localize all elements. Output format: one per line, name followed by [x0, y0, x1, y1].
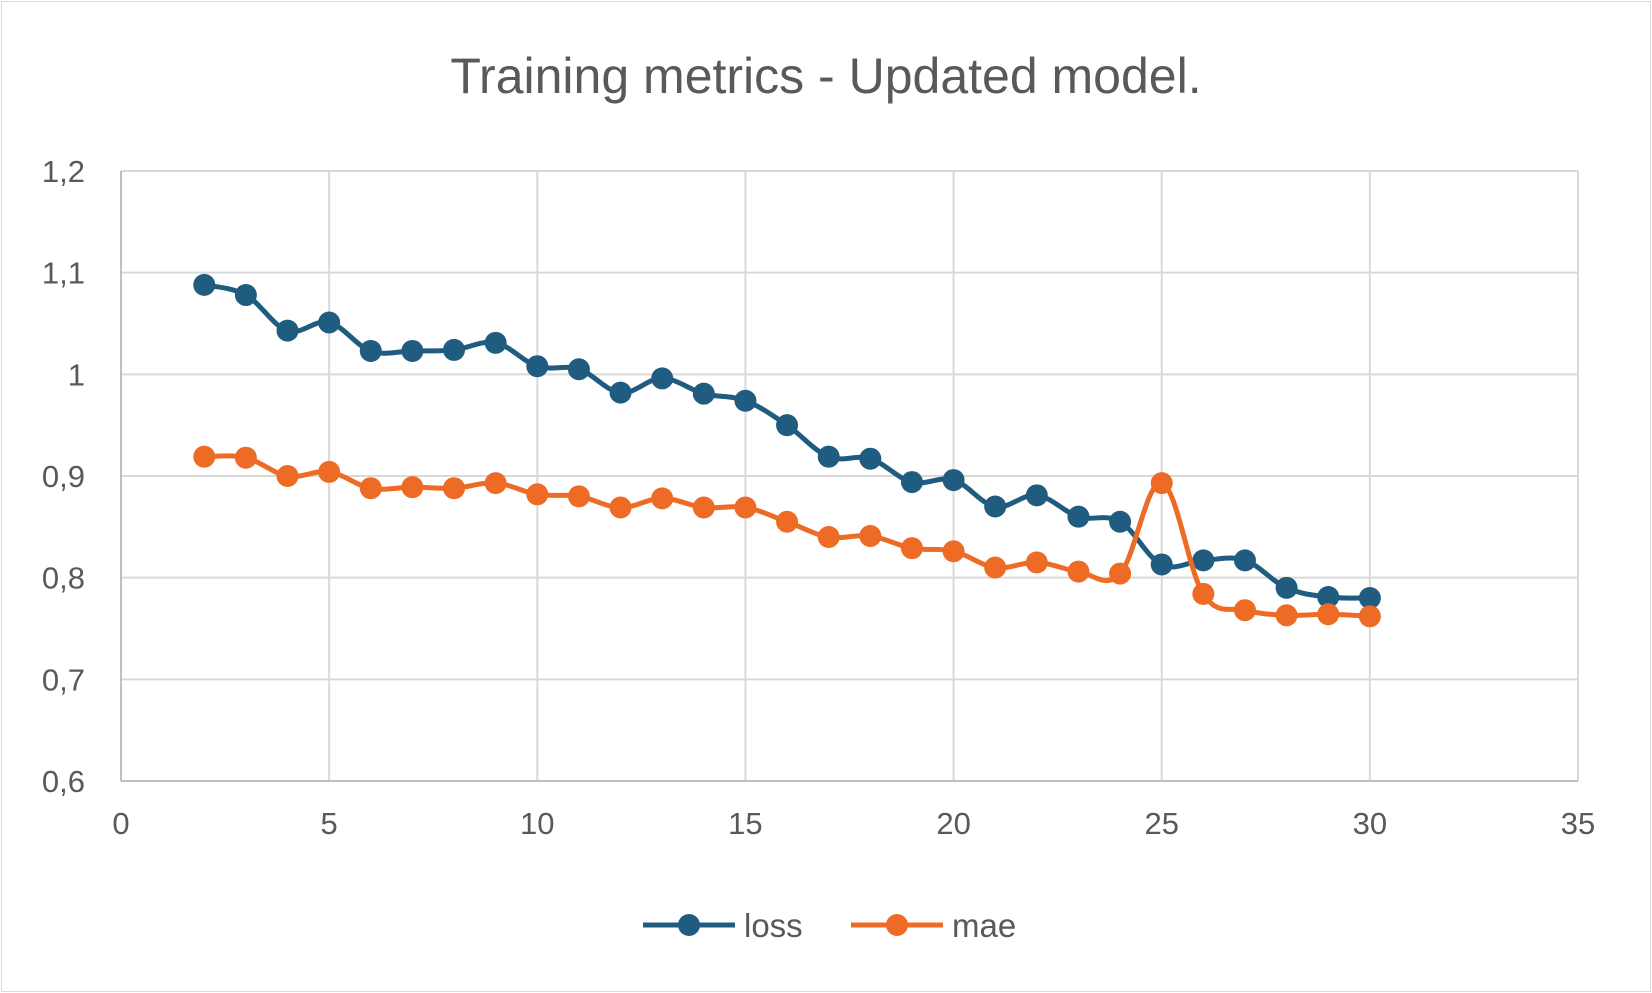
- data-point-mae: [193, 445, 216, 468]
- data-point-mae: [942, 540, 965, 563]
- data-point-loss: [1192, 549, 1215, 572]
- series-layer: [193, 273, 1381, 628]
- data-point-mae: [526, 483, 549, 506]
- data-point-loss: [1233, 549, 1256, 572]
- data-point-loss: [776, 414, 799, 437]
- x-tick-label: 0: [112, 806, 129, 841]
- data-point-mae: [900, 537, 923, 560]
- axes: [120, 171, 1578, 782]
- data-point-loss: [1358, 587, 1381, 609]
- x-tick-label: 30: [1353, 806, 1387, 841]
- data-point-loss: [567, 358, 590, 381]
- y-tick-label: 0,7: [42, 662, 85, 697]
- data-point-loss: [1150, 553, 1173, 576]
- x-tick-label: 10: [520, 806, 554, 841]
- data-point-mae: [734, 496, 757, 519]
- data-point-mae: [318, 460, 341, 483]
- data-point-loss: [443, 338, 466, 361]
- data-point-loss: [1317, 585, 1340, 608]
- data-point-mae: [234, 446, 257, 469]
- y-axis-tick-labels: 0,6 0,7 0,8 0,9 1 1,1 1,2: [42, 154, 85, 799]
- data-point-mae: [817, 526, 840, 548]
- data-point-mae: [1150, 472, 1173, 495]
- data-point-mae: [776, 510, 799, 533]
- data-point-loss: [1109, 510, 1132, 533]
- x-tick-label: 25: [1144, 806, 1178, 841]
- data-point-loss: [401, 339, 424, 362]
- data-point-loss: [817, 445, 840, 468]
- data-point-mae: [1275, 604, 1298, 627]
- data-point-mae: [651, 487, 674, 510]
- legend-swatch-marker: [886, 914, 908, 936]
- data-point-loss: [484, 331, 507, 354]
- legend-label: loss: [744, 907, 803, 944]
- data-point-loss: [1067, 505, 1090, 528]
- data-point-mae: [609, 496, 632, 519]
- data-point-loss: [942, 469, 965, 492]
- data-point-mae: [692, 496, 715, 519]
- series-line-loss: [203, 282, 1370, 601]
- legend-item-mae: mae: [851, 907, 1016, 944]
- data-point-mae: [484, 472, 507, 495]
- y-tick-label: 1,2: [42, 154, 85, 189]
- series-mae: [193, 445, 1381, 628]
- legend: loss mae: [643, 907, 1016, 944]
- data-point-loss: [692, 382, 715, 405]
- x-tick-label: 20: [936, 806, 970, 841]
- y-tick-label: 0,6: [42, 764, 85, 799]
- data-point-loss: [234, 284, 257, 307]
- data-point-mae: [359, 477, 382, 500]
- data-point-mae: [276, 465, 299, 487]
- data-point-mae: [1358, 605, 1381, 628]
- x-tick-label: 35: [1561, 806, 1595, 841]
- data-point-loss: [609, 381, 632, 404]
- data-point-mae: [1317, 603, 1340, 626]
- data-point-mae: [859, 524, 882, 547]
- data-point-mae: [443, 477, 466, 500]
- y-tick-label: 1,1: [42, 256, 85, 291]
- x-tick-label: 5: [321, 806, 338, 841]
- y-tick-label: 0,9: [42, 459, 85, 494]
- data-point-loss: [651, 367, 674, 390]
- data-point-loss: [1275, 576, 1298, 599]
- data-point-mae: [567, 485, 590, 508]
- data-point-loss: [859, 447, 882, 470]
- x-axis-tick-labels: 0 5 10 15 20 25 30 35: [112, 806, 1595, 841]
- data-point-loss: [526, 355, 549, 378]
- data-point-loss: [193, 273, 216, 296]
- y-tick-label: 0,8: [42, 561, 85, 596]
- data-point-mae: [1067, 560, 1090, 583]
- data-point-loss: [276, 319, 299, 342]
- data-point-mae: [1192, 582, 1215, 605]
- y-tick-label: 1: [68, 357, 85, 392]
- x-tick-label: 15: [728, 806, 762, 841]
- legend-item-loss: loss: [643, 907, 803, 944]
- series-loss: [193, 273, 1381, 609]
- data-point-loss: [900, 471, 923, 494]
- legend-swatch-marker: [678, 914, 700, 936]
- data-point-loss: [359, 339, 382, 362]
- data-point-loss: [734, 389, 757, 412]
- data-point-loss: [1025, 484, 1048, 507]
- legend-label: mae: [952, 907, 1016, 944]
- data-point-mae: [1025, 551, 1048, 574]
- data-point-loss: [318, 311, 341, 334]
- data-point-mae: [401, 476, 424, 499]
- data-point-loss: [984, 495, 1007, 518]
- data-point-mae: [1233, 599, 1256, 622]
- data-point-mae: [984, 556, 1007, 579]
- chart-title: Training metrics - Updated model.: [450, 48, 1201, 104]
- data-point-mae: [1109, 562, 1132, 585]
